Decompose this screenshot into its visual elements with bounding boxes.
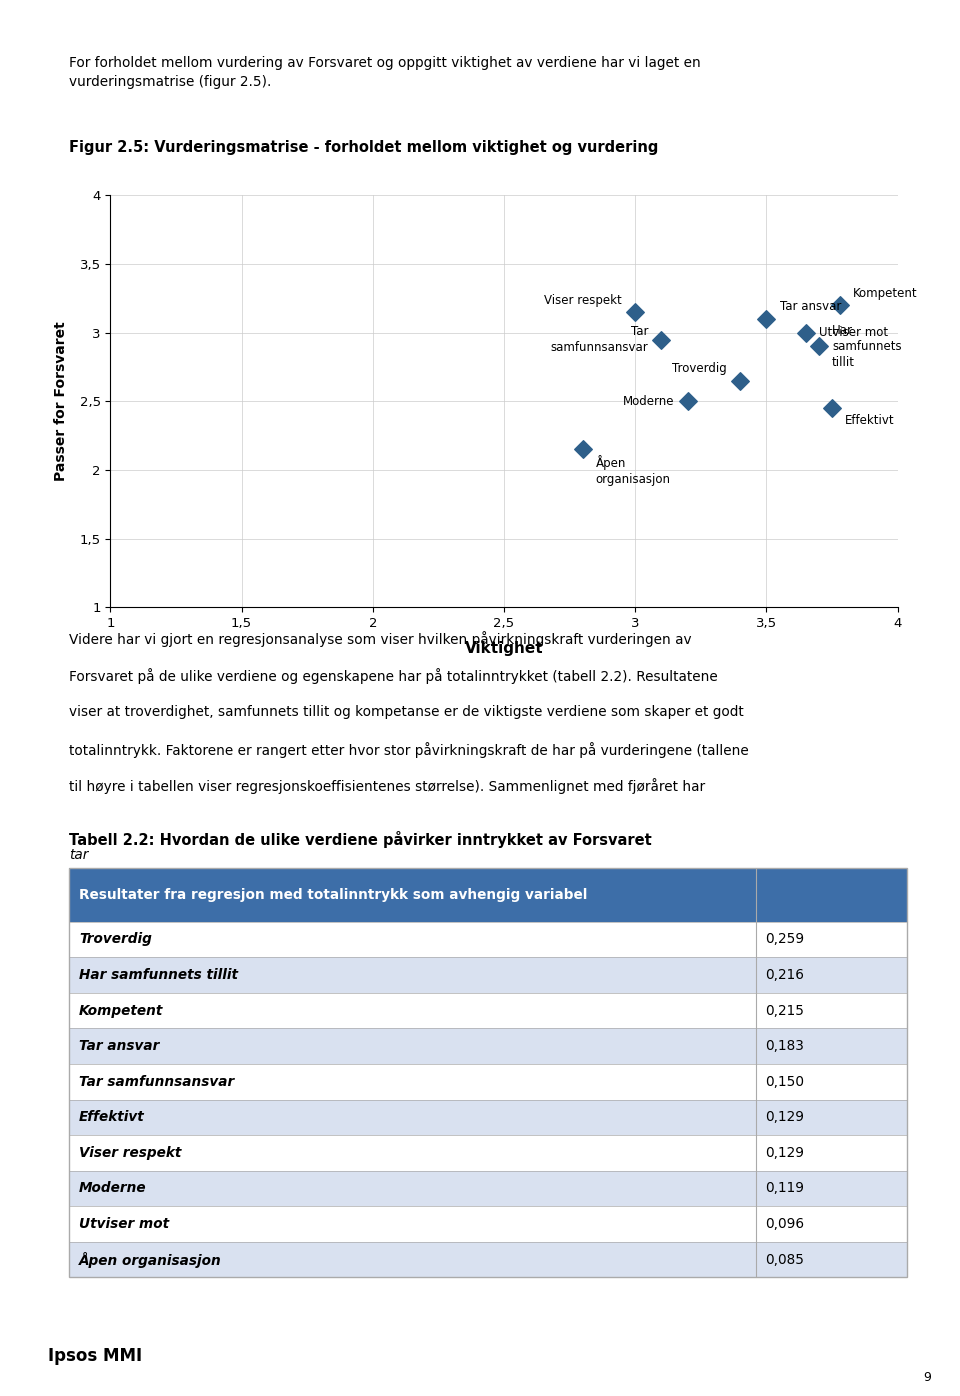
Point [811, 335, 827, 357]
Text: For forholdet mellom vurdering av Forsvaret og oppgitt viktighet av verdiene har: For forholdet mellom vurdering av Forsva… [69, 56, 701, 89]
Text: Åpen organisasjon: Åpen organisasjon [79, 1252, 222, 1268]
Bar [69, 1029, 907, 1064]
Text: Tabell 2.2: Hvordan de ulike verdiene påvirker inntrykket av Forsvaret: Tabell 2.2: Hvordan de ulike verdiene på… [69, 831, 652, 847]
Text: Effektivt: Effektivt [79, 1110, 145, 1124]
Point [680, 391, 695, 413]
Bar [69, 1135, 907, 1171]
Text: Kompetent: Kompetent [853, 286, 918, 300]
Text: Utviser mot: Utviser mot [79, 1217, 169, 1231]
Bar [69, 1064, 907, 1100]
Text: Resultater fra regresjon med totalinntrykk som avhengig variabel: Resultater fra regresjon med totalinntry… [79, 888, 588, 902]
Text: Tar ansvar: Tar ansvar [79, 1039, 159, 1053]
Text: viser at troverdighet, samfunnets tillit og kompetanse er de viktigste verdiene : viser at troverdighet, samfunnets tillit… [69, 705, 744, 719]
Text: 0,215: 0,215 [765, 1004, 804, 1018]
Point [758, 309, 774, 331]
Text: 9: 9 [924, 1371, 931, 1383]
Point [825, 396, 840, 419]
Bar [69, 921, 907, 958]
Bar [69, 1100, 907, 1135]
Text: Utviser mot: Utviser mot [819, 327, 888, 339]
Point [628, 302, 643, 324]
Text: 0,129: 0,129 [765, 1146, 804, 1160]
Text: Har samfunnets tillit: Har samfunnets tillit [79, 967, 238, 981]
Text: Ipsos MMI: Ipsos MMI [48, 1347, 142, 1364]
Y-axis label: Passer for Forsvaret: Passer for Forsvaret [55, 321, 68, 482]
Text: tar: tar [69, 849, 88, 863]
Text: Troverdig: Troverdig [672, 363, 727, 376]
Text: 0,150: 0,150 [765, 1075, 804, 1089]
Text: 0,096: 0,096 [765, 1217, 804, 1231]
Text: Troverdig: Troverdig [79, 933, 152, 946]
Text: Tar
samfunnsansvar: Tar samfunnsansvar [551, 325, 648, 355]
Text: ansvar: ansvar [69, 882, 115, 896]
Text: Moderne: Moderne [79, 1181, 147, 1195]
Point [732, 370, 748, 392]
Point [832, 295, 848, 317]
Text: 0,085: 0,085 [765, 1252, 804, 1266]
Text: Videre har vi gjort en regresjonsanalyse som viser hvilken påvirkningskraft vurd: Videre har vi gjort en regresjonsanalyse… [69, 631, 692, 646]
Text: fått økt betydning.: fått økt betydning. [130, 882, 262, 899]
Text: 0,129: 0,129 [765, 1110, 804, 1124]
Text: Åpen
organisasjon: Åpen organisasjon [596, 455, 671, 486]
Point [798, 321, 813, 343]
Point [654, 328, 669, 350]
Text: Tar ansvar: Tar ansvar [780, 300, 841, 314]
Text: 0,119: 0,119 [765, 1181, 804, 1195]
Bar [69, 1171, 907, 1206]
Text: Forsvaret på de ulike verdiene og egenskapene har på totalinntrykket (tabell 2.2: Forsvaret på de ulike verdiene og egensk… [69, 667, 718, 684]
Text: Kompetent: Kompetent [79, 1004, 163, 1018]
Text: Tar samfunnsansvar: Tar samfunnsansvar [79, 1075, 234, 1089]
Text: Viser respekt: Viser respekt [544, 293, 622, 307]
Bar [69, 1242, 907, 1277]
Text: 0,259: 0,259 [765, 933, 804, 946]
Bar [69, 1206, 907, 1242]
Bar [69, 993, 907, 1029]
Text: til høyre i tabellen viser regresjonskoeffisientenes størrelse). Sammenlignet me: til høyre i tabellen viser regresjonskoe… [69, 779, 709, 794]
Bar [69, 868, 907, 921]
Bar [69, 958, 907, 993]
Point [575, 438, 590, 461]
Text: Effektivt: Effektivt [845, 413, 895, 427]
Text: 0,216: 0,216 [765, 967, 804, 981]
X-axis label: Viktighet: Viktighet [465, 641, 543, 656]
Text: Viser respekt: Viser respekt [79, 1146, 181, 1160]
Text: totalinntrykk. Faktorene er rangert etter hvor stor påvirkningskraft de har på v: totalinntrykk. Faktorene er rangert ette… [69, 741, 749, 758]
Text: Moderne: Moderne [623, 395, 675, 408]
Text: Har
samfunnets
tillit: Har samfunnets tillit [832, 324, 901, 369]
Text: Figur 2.5: Vurderingsmatrise - forholdet mellom viktighet og vurdering: Figur 2.5: Vurderingsmatrise - forholdet… [69, 140, 659, 155]
Text: 0,183: 0,183 [765, 1039, 804, 1053]
